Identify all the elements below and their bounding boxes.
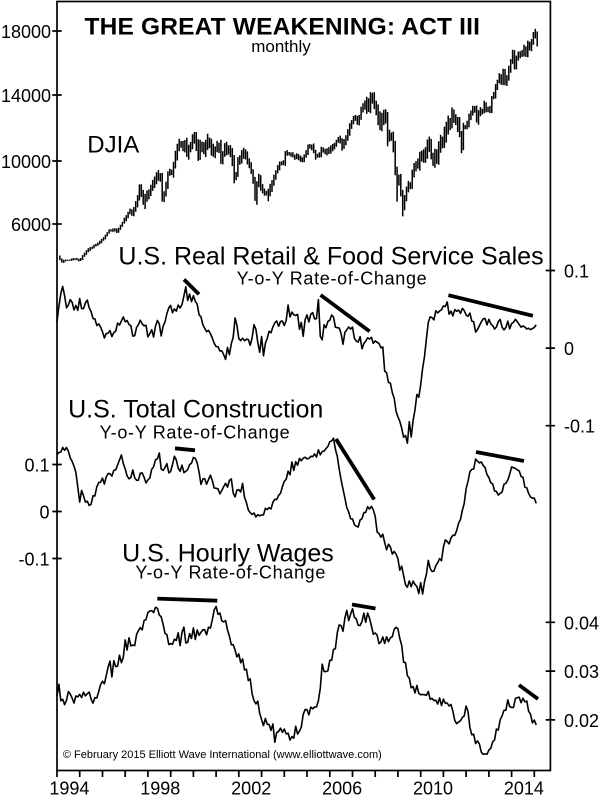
svg-text:2014: 2014 xyxy=(504,779,544,799)
svg-text:© February 2015 Elliott Wave I: © February 2015 Elliott Wave Internation… xyxy=(63,749,382,761)
svg-text:0.1: 0.1 xyxy=(564,262,589,282)
svg-text:2002: 2002 xyxy=(231,779,271,799)
svg-text:18000: 18000 xyxy=(1,22,51,42)
svg-text:1998: 1998 xyxy=(140,779,180,799)
svg-text:U.S. Hourly Wages: U.S. Hourly Wages xyxy=(122,540,334,568)
svg-text:0: 0 xyxy=(564,339,574,359)
svg-text:Y-o-Y Rate-of-Change: Y-o-Y Rate-of-Change xyxy=(135,563,326,583)
svg-text:Y-o-Y Rate-of-Change: Y-o-Y Rate-of-Change xyxy=(100,423,291,443)
svg-text:Y-o-Y Rate-of-Change: Y-o-Y Rate-of-Change xyxy=(237,269,428,289)
svg-text:2006: 2006 xyxy=(322,779,362,799)
svg-text:-0.1: -0.1 xyxy=(18,550,49,570)
svg-text:monthly: monthly xyxy=(251,37,311,56)
svg-text:0.04: 0.04 xyxy=(564,613,599,633)
svg-text:THE GREAT WEAKENING: ACT III: THE GREAT WEAKENING: ACT III xyxy=(84,14,480,41)
svg-text:2010: 2010 xyxy=(413,779,453,799)
svg-text:0.02: 0.02 xyxy=(564,711,599,731)
svg-text:14000: 14000 xyxy=(1,86,51,106)
svg-text:U.S. Total Construction: U.S. Total Construction xyxy=(68,396,323,424)
svg-text:0.1: 0.1 xyxy=(24,456,49,476)
svg-text:DJIA: DJIA xyxy=(87,131,139,158)
svg-text:6000: 6000 xyxy=(11,215,51,235)
svg-text:U.S. Real Retail & Food Servic: U.S. Real Retail & Food Service Sales xyxy=(118,243,543,271)
svg-text:1994: 1994 xyxy=(49,779,89,799)
svg-text:-0.1: -0.1 xyxy=(564,417,595,437)
svg-text:0: 0 xyxy=(39,503,49,523)
svg-text:0.03: 0.03 xyxy=(564,662,599,682)
svg-text:10000: 10000 xyxy=(1,152,51,172)
